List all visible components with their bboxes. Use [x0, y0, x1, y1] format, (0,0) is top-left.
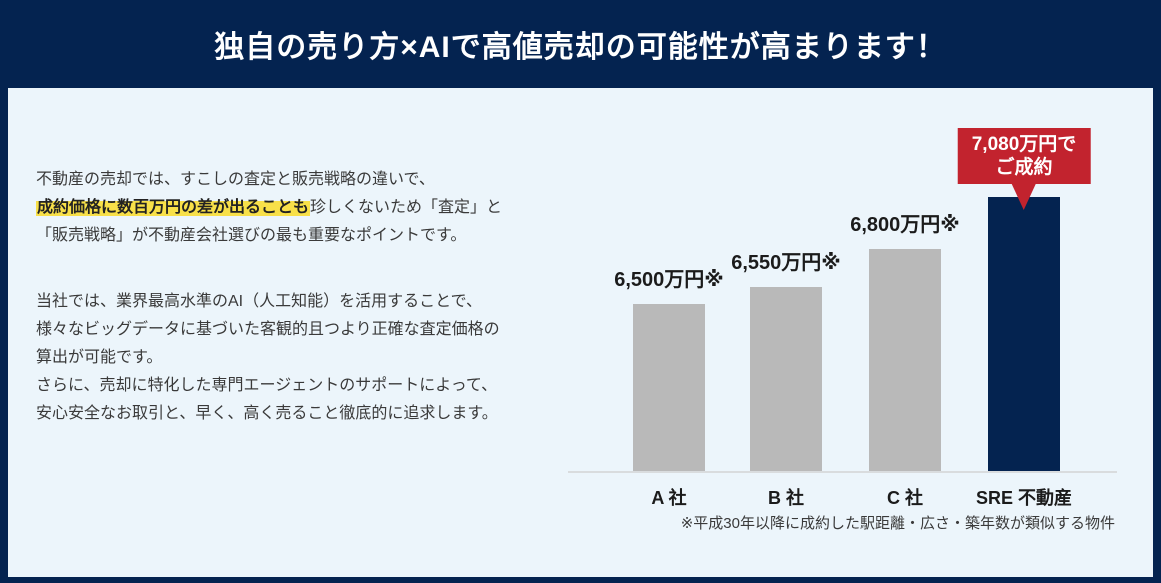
bar-category-label: A 社: [651, 488, 687, 508]
bar-category-label: B 社: [768, 488, 804, 508]
bar-chart: 6,500万円※ A 社 6,550万円※ B 社 6,800万円※ C 社 7…: [568, 88, 1117, 508]
page-title: 独自の売り方×AIで高値売却の可能性が高まります！: [214, 31, 947, 64]
chart-footnote: ※平成30年以降に成約した駅距離・広さ・築年数が類似する物件: [680, 515, 1115, 532]
callout-line2: ご成約: [995, 157, 1053, 178]
bar-value-label: 6,500万円※: [614, 269, 724, 291]
intro-p1-line1: 不動産の売却では、すこしの査定と販売戦略の違いで、: [36, 171, 435, 188]
bar-group-company-a: 6,500万円※ A 社: [614, 88, 724, 508]
bar-group-sre: 7,080万円で ご成約 SRE 不動産: [957, 88, 1091, 508]
bar-sre: [988, 197, 1060, 472]
price-callout: 7,080万円で ご成約: [957, 128, 1091, 184]
bar-company-c: [869, 249, 941, 472]
intro-paragraph-1: 不動産の売却では、すこしの査定と販売戦略の違いで、 成約価格に数百万円の差が出るこ…: [36, 166, 556, 250]
intro-text: 不動産の売却では、すこしの査定と販売戦略の違いで、 成約価格に数百万円の差が出るこ…: [36, 166, 556, 428]
header-banner: 独自の売り方×AIで高値売却の可能性が高まります！: [0, 0, 1161, 88]
intro-highlight: 成約価格に数百万円の差が出ることも: [36, 199, 311, 216]
bar-value-label: 6,800万円※: [850, 214, 960, 236]
bar-group-company-c: 6,800万円※ C 社: [850, 88, 960, 508]
intro-p1-line3: 「販売戦略」が不動産会社選びの最も重要なポイントです。: [36, 227, 467, 244]
bar-company-a: [633, 304, 705, 472]
bar-category-label: C 社: [887, 488, 923, 508]
intro-p1-line2-rest: 珍しくないため「査定」と: [310, 199, 503, 216]
bar-company-b: [750, 287, 822, 472]
bar-group-company-b: 6,550万円※ B 社: [731, 88, 841, 508]
callout-line1: 7,080万円で: [971, 134, 1077, 155]
x-axis-line: [568, 471, 1117, 473]
bar-value-label: 6,550万円※: [731, 252, 841, 274]
bar-category-label: SRE 不動産: [975, 488, 1073, 508]
intro-paragraph-2: 当社では、業界最高水準のAI（人工知能）を活用することで、 様々なビッグデータに…: [36, 293, 500, 422]
content-panel: 不動産の売却では、すこしの査定と販売戦略の違いで、 成約価格に数百万円の差が出るこ…: [8, 88, 1153, 577]
